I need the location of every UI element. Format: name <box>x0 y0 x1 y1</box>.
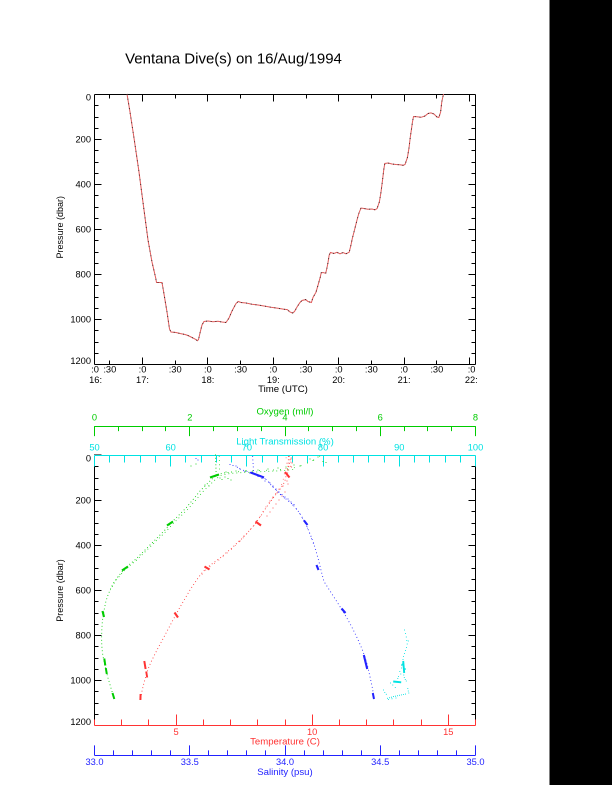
svg-text:33.5: 33.5 <box>181 757 199 767</box>
svg-text:8: 8 <box>473 412 478 422</box>
svg-text::30: :30 <box>430 365 443 375</box>
svg-text:600: 600 <box>75 586 91 596</box>
svg-text:21:: 21: <box>398 375 411 385</box>
svg-text:20:: 20: <box>332 375 345 385</box>
svg-text:1000: 1000 <box>70 315 91 325</box>
svg-text:80: 80 <box>318 443 328 453</box>
svg-text:50: 50 <box>89 443 99 453</box>
svg-text::0: :0 <box>91 365 99 375</box>
svg-text:Oxygen (ml/l): Oxygen (ml/l) <box>256 406 313 417</box>
svg-text:Time (UTC): Time (UTC) <box>258 384 308 395</box>
svg-text:70: 70 <box>242 443 252 453</box>
svg-text:18:: 18: <box>201 375 214 385</box>
svg-text:Light Transmission (%): Light Transmission (%) <box>236 437 334 448</box>
svg-text::30: :30 <box>103 365 116 375</box>
svg-text:0: 0 <box>86 454 91 464</box>
svg-text::0: :0 <box>400 365 408 375</box>
svg-text:800: 800 <box>75 631 91 641</box>
svg-text:400: 400 <box>75 541 91 551</box>
svg-text::30: :30 <box>300 365 313 375</box>
svg-text:600: 600 <box>75 225 91 235</box>
svg-text:10: 10 <box>307 727 317 737</box>
svg-text:Pressure (dbar): Pressure (dbar) <box>55 559 65 622</box>
svg-text:4: 4 <box>282 412 287 422</box>
svg-text:200: 200 <box>75 496 91 506</box>
svg-text:400: 400 <box>75 180 91 190</box>
svg-text:1200: 1200 <box>70 717 91 727</box>
svg-text:Pressure (dbar): Pressure (dbar) <box>55 196 65 259</box>
svg-text:17:: 17: <box>136 375 149 385</box>
svg-text:19:: 19: <box>267 375 280 385</box>
svg-text:34.5: 34.5 <box>371 757 389 767</box>
svg-text::0: :0 <box>269 365 277 375</box>
svg-text:100: 100 <box>468 443 484 453</box>
svg-text:5: 5 <box>174 727 179 737</box>
svg-text:200: 200 <box>75 135 91 145</box>
svg-text:15: 15 <box>443 727 453 737</box>
svg-text:1200: 1200 <box>70 356 91 366</box>
svg-text:Temperature (C): Temperature (C) <box>250 737 320 748</box>
svg-text:90: 90 <box>394 443 404 453</box>
svg-text:800: 800 <box>75 270 91 280</box>
svg-text:Salinity (psu): Salinity (psu) <box>257 767 312 778</box>
svg-text:22:: 22: <box>465 375 478 385</box>
svg-text:60: 60 <box>166 443 176 453</box>
svg-text::0: :0 <box>204 365 212 375</box>
svg-text::30: :30 <box>365 365 378 375</box>
svg-text:35.0: 35.0 <box>466 757 484 767</box>
svg-text:34.0: 34.0 <box>276 757 294 767</box>
svg-text::0: :0 <box>335 365 343 375</box>
svg-text:6: 6 <box>378 412 383 422</box>
svg-text::0: :0 <box>468 365 476 375</box>
svg-text:0: 0 <box>92 412 97 422</box>
svg-text:33.0: 33.0 <box>85 757 103 767</box>
svg-text:0: 0 <box>86 93 91 103</box>
svg-text::0: :0 <box>139 365 147 375</box>
svg-text:Ventana Dive(s) on 16/Aug/1994: Ventana Dive(s) on 16/Aug/1994 <box>125 51 342 68</box>
svg-text:16:: 16: <box>89 375 102 385</box>
svg-text:2: 2 <box>187 412 192 422</box>
svg-text::30: :30 <box>169 365 182 375</box>
svg-text:1000: 1000 <box>70 676 91 686</box>
svg-text::30: :30 <box>234 365 247 375</box>
